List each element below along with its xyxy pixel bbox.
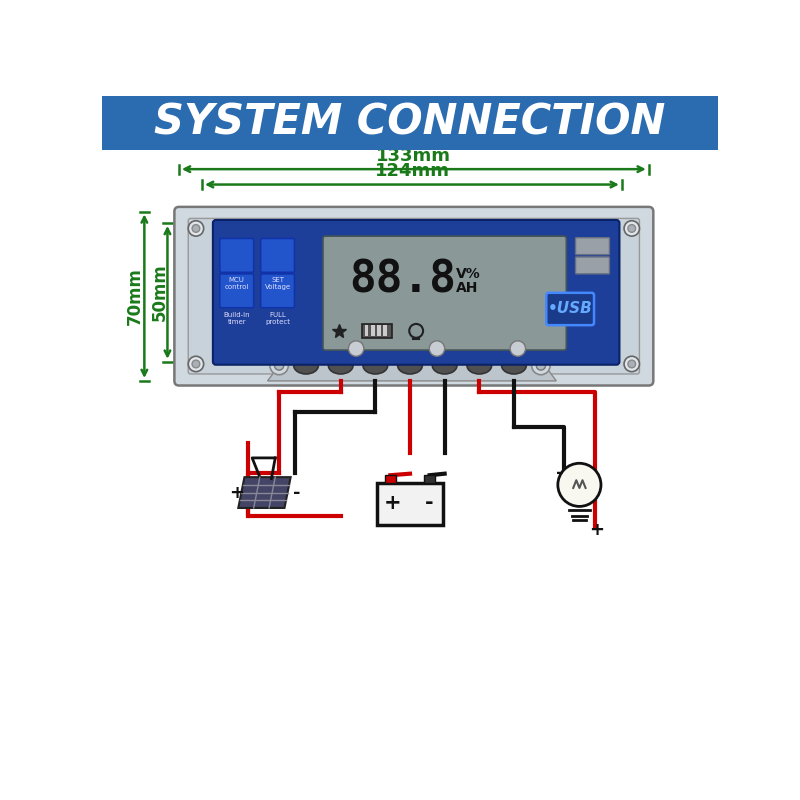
Circle shape [188, 221, 204, 236]
Text: -: - [426, 493, 434, 513]
Circle shape [510, 341, 526, 356]
Bar [383, 326, 387, 336]
Circle shape [188, 356, 204, 372]
Text: 133mm: 133mm [376, 146, 451, 165]
Ellipse shape [398, 357, 422, 374]
Circle shape [532, 356, 550, 374]
Bar [362, 324, 391, 338]
FancyBboxPatch shape [261, 238, 294, 272]
Ellipse shape [363, 357, 388, 374]
Text: SYSTEM CONNECTION: SYSTEM CONNECTION [154, 102, 666, 144]
Text: +: + [589, 521, 604, 538]
Circle shape [274, 361, 284, 370]
Text: -: - [557, 464, 564, 482]
Polygon shape [267, 350, 556, 381]
Text: AH: AH [456, 281, 478, 294]
FancyBboxPatch shape [323, 236, 566, 350]
FancyBboxPatch shape [174, 207, 654, 386]
Circle shape [558, 463, 601, 506]
Text: V%: V% [456, 267, 481, 281]
Text: +: + [230, 483, 244, 502]
Bar [378, 483, 442, 526]
Ellipse shape [328, 357, 353, 374]
Circle shape [349, 341, 364, 356]
Bar [365, 326, 369, 336]
Ellipse shape [502, 357, 526, 374]
Circle shape [430, 341, 445, 356]
FancyBboxPatch shape [188, 218, 639, 374]
Circle shape [536, 361, 546, 370]
Text: -: - [293, 483, 301, 502]
Circle shape [624, 356, 639, 372]
Text: +: + [384, 493, 402, 513]
FancyBboxPatch shape [546, 293, 594, 325]
Circle shape [192, 360, 200, 368]
Text: 50mm: 50mm [150, 263, 169, 322]
Circle shape [624, 221, 639, 236]
Circle shape [628, 225, 636, 232]
Ellipse shape [432, 357, 457, 374]
Circle shape [192, 225, 200, 232]
Bar [370, 326, 374, 336]
Ellipse shape [294, 357, 318, 374]
Circle shape [270, 356, 288, 374]
FancyBboxPatch shape [575, 238, 610, 254]
Bar [424, 475, 435, 483]
Text: MCU
control: MCU control [225, 277, 249, 290]
FancyBboxPatch shape [220, 238, 254, 272]
FancyBboxPatch shape [213, 220, 619, 365]
Text: 70mm: 70mm [126, 267, 144, 325]
Ellipse shape [467, 357, 492, 374]
Text: FULL
protect: FULL protect [265, 312, 290, 326]
Polygon shape [238, 477, 290, 508]
Text: Build-in
timer: Build-in timer [223, 312, 250, 326]
FancyBboxPatch shape [261, 274, 294, 308]
Text: 124mm: 124mm [375, 162, 450, 180]
Bar [102, 96, 718, 150]
Bar [377, 326, 381, 336]
Text: 88.8: 88.8 [349, 258, 456, 302]
Circle shape [628, 360, 636, 368]
Text: •USB: •USB [548, 302, 593, 317]
FancyBboxPatch shape [575, 257, 610, 274]
Text: SET
Voltage: SET Voltage [265, 277, 290, 290]
Bar [385, 475, 396, 483]
FancyBboxPatch shape [220, 274, 254, 308]
